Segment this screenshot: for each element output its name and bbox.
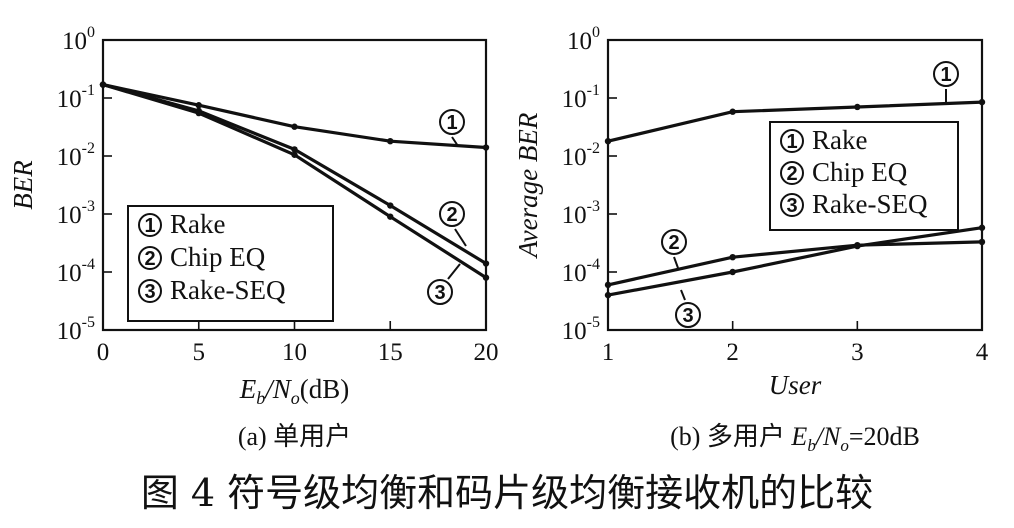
y-tick-label: 10-1: [562, 82, 600, 113]
data-point: [195, 102, 202, 109]
data-point: [604, 291, 612, 299]
x-tick-label: 2: [726, 339, 739, 366]
legend: 1 Rake 2 Chip EQ 3 Rake-SEQ: [769, 121, 959, 231]
series-line-rake: [607, 100, 983, 143]
legend-label: Rake: [812, 125, 867, 155]
callout-number: 2: [668, 232, 679, 254]
x-axis-label: Eb/No(dB): [239, 374, 350, 408]
series-line-chip-eq: [607, 240, 983, 287]
legend-label: Chip EQ: [170, 242, 266, 272]
data-point: [729, 268, 736, 276]
data-point: [482, 274, 490, 281]
legend: 1 Rake 2 Chip EQ 3 Rake-SEQ: [127, 205, 334, 322]
legend-number: 3: [144, 281, 155, 303]
y-axis-label: BER: [8, 160, 38, 210]
y-tick-label: 10-2: [562, 140, 600, 171]
data-point: [729, 253, 736, 261]
data-point: [854, 242, 861, 250]
callout-circle: [661, 229, 687, 255]
legend-number: 1: [144, 215, 155, 237]
chart-subtitle: (a) 单用户: [238, 422, 351, 451]
y-tick-label: 100: [567, 24, 600, 55]
data-point: [978, 98, 986, 106]
callout-circle: [675, 302, 701, 328]
y-tick-label: 100: [62, 24, 95, 55]
callout-circle: [933, 61, 959, 87]
legend-box: [127, 205, 334, 322]
data-point: [482, 260, 490, 267]
legend-label: Rake: [170, 209, 225, 239]
y-tick-label: 10-2: [57, 140, 95, 171]
data-point: [978, 224, 986, 231]
legend-label: Rake-SEQ: [170, 275, 286, 305]
callout-number: 2: [446, 204, 457, 226]
callout-number: 1: [940, 64, 951, 86]
y-tick-label: 10-4: [562, 256, 600, 287]
callout-number: 3: [682, 305, 693, 327]
callout-circle: [439, 109, 465, 135]
x-tick-label: 3: [851, 339, 864, 366]
y-tick-label: 10-4: [57, 256, 95, 287]
data-point: [387, 202, 394, 209]
series-line-rake-seq: [607, 226, 983, 297]
callout-leader: [680, 289, 686, 301]
legend-number: 1: [786, 131, 797, 153]
data-point: [291, 146, 298, 153]
data-point: [854, 103, 861, 111]
y-tick-label: 10-1: [57, 82, 95, 113]
data-point: [195, 109, 202, 117]
data-point: [482, 144, 490, 151]
data-point: [729, 108, 736, 115]
legend-marker: [138, 279, 162, 303]
chart-subtitle: (b) 多用户 Eb/No=20dB: [670, 422, 920, 455]
x-tick-label: 10: [282, 339, 307, 366]
figure-caption: 图 4 符号级均衡和码片级均衡接收机的比较: [141, 471, 873, 515]
legend-marker: [780, 161, 804, 185]
y-tick-label: 10-3: [562, 198, 600, 229]
y-tick-label: 10-5: [57, 314, 95, 345]
x-tick-label: 5: [193, 339, 206, 366]
legend-label: Rake-SEQ: [812, 189, 928, 219]
data-point: [604, 281, 612, 289]
callout-leader: [451, 136, 459, 147]
callout-leader: [673, 256, 679, 269]
x-tick-label: 15: [378, 339, 403, 366]
legend-number: 2: [786, 163, 797, 185]
data-point: [978, 238, 986, 246]
x-tick-label: 20: [474, 339, 499, 366]
legend-marker: [138, 213, 162, 237]
callout-number: 1: [446, 112, 457, 134]
x-tick-label: 0: [97, 339, 110, 366]
y-tick-label: 10-3: [57, 198, 95, 229]
legend-marker: [780, 129, 804, 153]
legend-marker: [780, 193, 804, 217]
data-point: [291, 123, 298, 130]
callout-circle: [427, 279, 453, 305]
x-axis-label: User: [769, 370, 822, 400]
y-axis-label: Average BER: [513, 112, 543, 259]
plot-frame: [606, 38, 984, 332]
callout-number: 3: [434, 282, 445, 304]
chart-a-single-user: 100 10-1 10-2 10-3 10-4 10-50 5 10 15 20 Eb/No(dB)…: [8, 24, 499, 451]
legend-marker: [138, 246, 162, 270]
data-point: [387, 137, 394, 145]
x-tick-label: 1: [602, 339, 615, 366]
data-point: [99, 81, 107, 88]
y-tick-label: 10-5: [562, 314, 600, 345]
callout-leader: [447, 263, 461, 280]
data-point: [387, 213, 394, 220]
x-tick-label: 4: [976, 339, 989, 366]
legend-label: Chip EQ: [812, 157, 908, 187]
data-point: [291, 151, 298, 158]
callout-leader: [454, 228, 467, 247]
data-point: [604, 137, 612, 145]
legend-number: 2: [144, 248, 155, 270]
legend-number: 3: [786, 195, 797, 217]
callout-circle: [439, 201, 465, 227]
